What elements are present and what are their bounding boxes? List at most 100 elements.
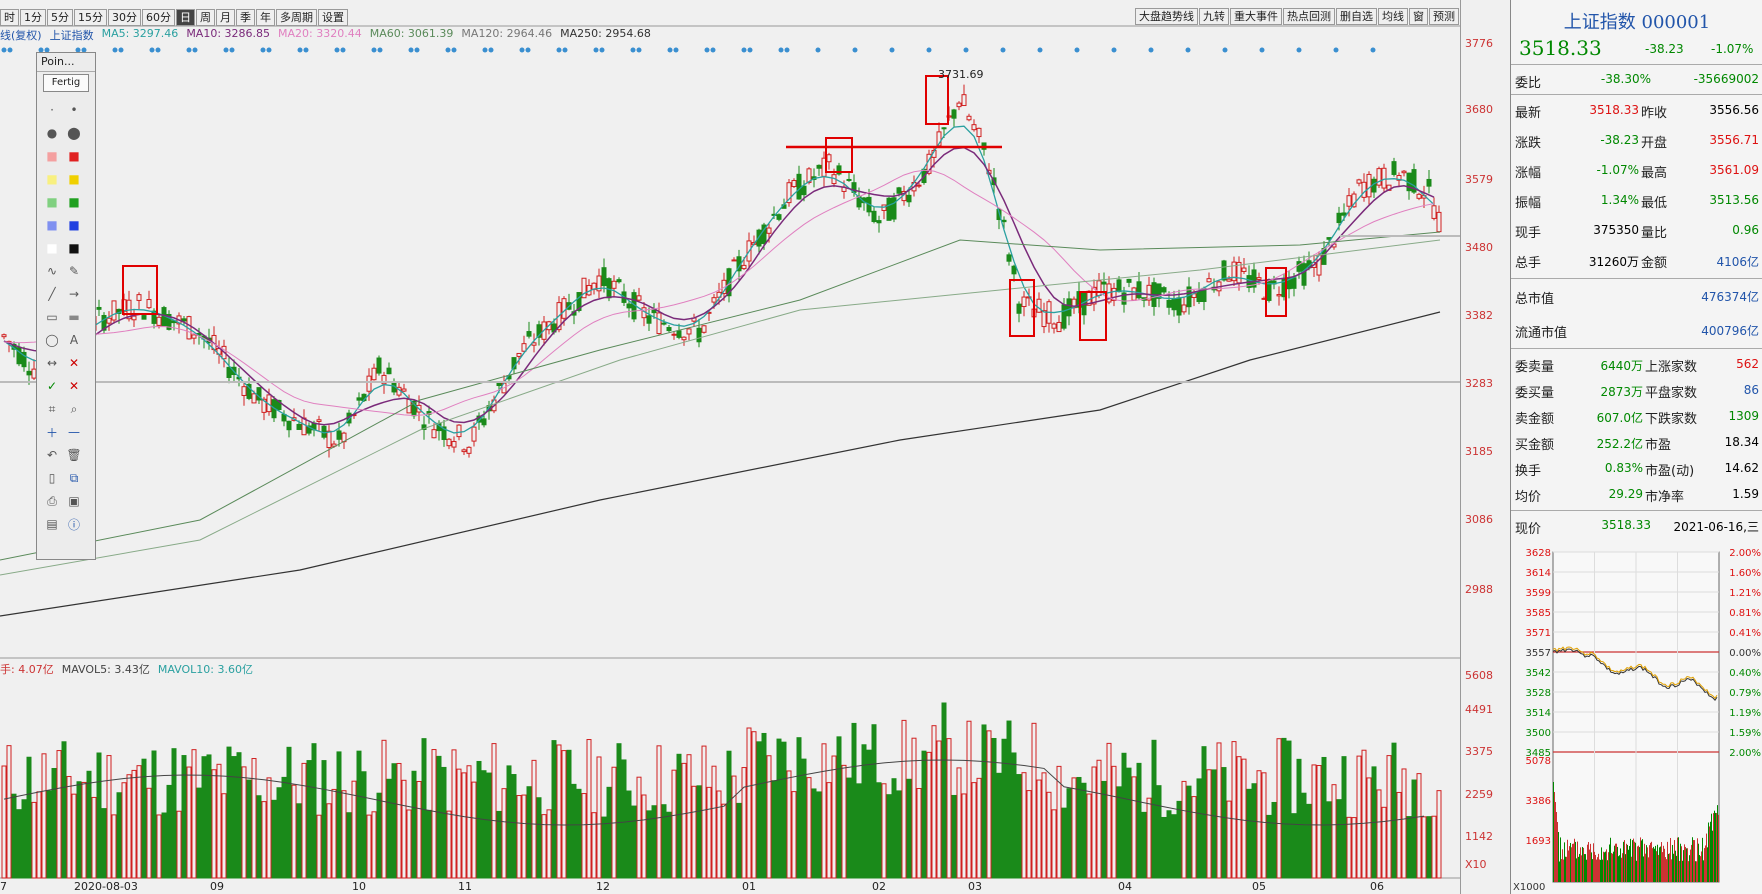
done-button[interactable]: Fertig bbox=[43, 74, 89, 92]
period-button[interactable]: 月 bbox=[216, 8, 235, 26]
add-icon[interactable]: ＋ bbox=[45, 425, 58, 440]
volume-bar bbox=[326, 803, 332, 879]
x-tick-label: 7 bbox=[0, 880, 7, 893]
period-button[interactable]: 多周期 bbox=[276, 8, 317, 26]
color-blue-light[interactable]: ■ bbox=[46, 218, 58, 232]
color-yellow[interactable]: ■ bbox=[68, 172, 80, 186]
crop-icon[interactable]: ⌗ bbox=[48, 401, 56, 416]
undo-icon[interactable]: ↶ bbox=[46, 448, 58, 462]
tool-button[interactable]: 删自选 bbox=[1336, 8, 1377, 25]
candle-body bbox=[421, 424, 427, 430]
close-icon[interactable]: ✕ bbox=[68, 356, 80, 370]
color-red-light[interactable]: ■ bbox=[46, 149, 58, 163]
volume-bar bbox=[1226, 800, 1232, 879]
quote-row: 买金额 252.2亿 市盈 18.34 bbox=[1511, 430, 1762, 456]
mini-vol-bar bbox=[1681, 846, 1682, 882]
copy-icon[interactable]: ⧉ bbox=[69, 470, 79, 485]
color-red[interactable]: ■ bbox=[68, 149, 80, 163]
new-icon[interactable]: ▯ bbox=[48, 471, 56, 485]
mini-vol-bar bbox=[1600, 859, 1601, 882]
volume-bar bbox=[1366, 777, 1372, 879]
color-green-light[interactable]: ■ bbox=[46, 195, 58, 209]
candle-body bbox=[126, 299, 132, 320]
info-icon[interactable]: ⓘ bbox=[67, 517, 80, 532]
rect-fill-icon[interactable]: ▬ bbox=[68, 310, 80, 324]
period-button[interactable]: 15分 bbox=[74, 8, 107, 26]
volume-bar bbox=[381, 739, 387, 879]
color-black[interactable]: ■ bbox=[68, 241, 80, 255]
signal-dot bbox=[408, 47, 414, 53]
arrow-icon[interactable]: → bbox=[68, 287, 80, 301]
intraday-mini-chart[interactable]: 3628 2.00% 3614 1.60% 3599 1.21% 3585 0.81% 3571… bbox=[1511, 542, 1762, 894]
delete-icon[interactable]: ✕ bbox=[68, 379, 80, 393]
text-icon[interactable]: A bbox=[69, 333, 79, 347]
minus-icon[interactable]: — bbox=[68, 425, 80, 439]
image-icon[interactable]: ▤ bbox=[46, 517, 58, 531]
print-icon[interactable]: ⎙ bbox=[47, 493, 57, 508]
period-button[interactable]: 5分 bbox=[47, 8, 73, 26]
volume-bar bbox=[426, 809, 432, 879]
tool-button[interactable]: 大盘趋势线 bbox=[1135, 8, 1198, 25]
volume-bar bbox=[161, 812, 167, 879]
candle-body bbox=[671, 333, 677, 336]
freehand-icon[interactable]: ∿ bbox=[46, 264, 58, 278]
period-button[interactable]: 季 bbox=[236, 8, 255, 26]
candlestick-plot[interactable] bbox=[0, 0, 1460, 894]
candle-body bbox=[446, 438, 452, 447]
mini-vol-bar bbox=[1618, 856, 1619, 882]
y-tick-label: 3776 bbox=[1465, 37, 1493, 50]
color-blue[interactable]: ■ bbox=[68, 218, 80, 232]
zoom-icon[interactable]: ⌕ bbox=[70, 401, 78, 416]
period-button[interactable]: 年 bbox=[256, 8, 275, 26]
period-button[interactable]: 日 bbox=[176, 8, 195, 26]
period-button[interactable]: 周 bbox=[196, 8, 215, 26]
volume-bar bbox=[971, 782, 977, 879]
x-tick-label: 2020-08-03 bbox=[74, 880, 138, 893]
mini-vol-bar bbox=[1624, 840, 1625, 882]
tool-button[interactable]: 均线 bbox=[1378, 8, 1408, 25]
mini-vol-bar bbox=[1656, 851, 1657, 882]
volume-bar bbox=[1401, 768, 1407, 879]
dot-small-icon[interactable]: · bbox=[50, 103, 54, 117]
pen-icon[interactable]: ✎ bbox=[68, 264, 80, 278]
save-icon[interactable]: ▣ bbox=[68, 494, 80, 508]
candle-body bbox=[1281, 277, 1287, 298]
trash-icon[interactable]: 🗑 bbox=[66, 448, 82, 462]
quote-row: 换手 0.83% 市盈(动) 14.62 bbox=[1511, 456, 1762, 482]
mini-y-right: 0.79% bbox=[1729, 688, 1761, 699]
candle-body bbox=[436, 422, 442, 432]
mini-vol-bar bbox=[1574, 838, 1575, 882]
rect-icon[interactable]: ▭ bbox=[46, 310, 58, 324]
tool-button[interactable]: 预测 bbox=[1429, 8, 1459, 25]
tool-button[interactable]: 窗 bbox=[1409, 8, 1428, 25]
candle-body bbox=[1201, 287, 1207, 302]
quote-label: 委买量 bbox=[1515, 386, 1555, 401]
color-yellow-light[interactable]: ■ bbox=[46, 172, 58, 186]
line-icon[interactable]: ╱ bbox=[48, 287, 56, 301]
weibi-value: -38.30% bbox=[1600, 72, 1651, 86]
volume-bar bbox=[96, 752, 102, 879]
period-button[interactable]: 时 bbox=[0, 8, 19, 26]
circle-icon[interactable]: ● bbox=[46, 126, 58, 140]
period-button[interactable]: 设置 bbox=[318, 8, 348, 26]
mini-vol-bar bbox=[1626, 843, 1627, 882]
period-button[interactable]: 60分 bbox=[142, 8, 175, 26]
color-green[interactable]: ■ bbox=[68, 195, 80, 209]
vol-tick-label: 3375 bbox=[1465, 745, 1493, 758]
tool-button[interactable]: 重大事件 bbox=[1230, 8, 1282, 25]
mini-y-left: 3614 bbox=[1526, 568, 1551, 579]
color-white[interactable]: ■ bbox=[46, 241, 58, 255]
kline-chart-area[interactable]: 时 1分 5分 15分 30分 60分日周月季年多周期 设置 大盘趋势线 九转 重大事件 热点回测… bbox=[0, 0, 1460, 894]
candle-body bbox=[206, 337, 212, 344]
tool-button[interactable]: 热点回测 bbox=[1283, 8, 1335, 25]
volume-bar bbox=[1331, 784, 1337, 879]
circle-large-icon[interactable]: ⬤ bbox=[67, 126, 81, 140]
check-icon[interactable]: ✓ bbox=[46, 379, 58, 393]
mini-vol-bar bbox=[1679, 861, 1680, 882]
tool-button[interactable]: 九转 bbox=[1199, 8, 1229, 25]
resize-icon[interactable]: ↔ bbox=[46, 356, 58, 370]
dot-large-icon[interactable]: • bbox=[70, 103, 78, 117]
period-button[interactable]: 30分 bbox=[108, 8, 141, 26]
ellipse-icon[interactable]: ◯ bbox=[45, 333, 59, 347]
period-button[interactable]: 1分 bbox=[20, 8, 46, 26]
